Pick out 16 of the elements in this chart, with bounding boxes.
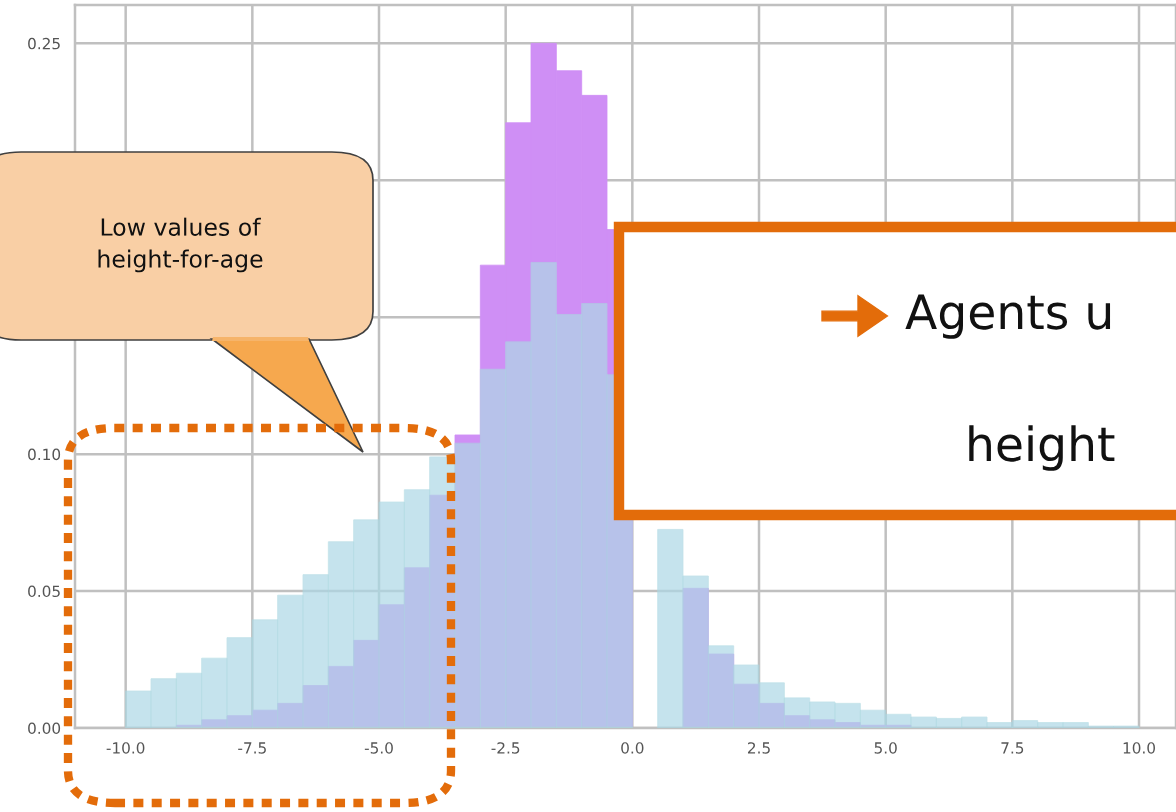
- annotation: Agents u: [905, 294, 1111, 339]
- x-tick-label: -2.5: [491, 742, 520, 754]
- y-tick-label: 0.25: [28, 37, 60, 50]
- x-tick-label: 0.0: [621, 742, 644, 754]
- y-tick-label: 0.00: [28, 722, 61, 735]
- y-tick-label: 0.10: [28, 448, 61, 461]
- x-tick-label: 2.5: [747, 742, 770, 754]
- y-tick-label: 0.05: [28, 585, 60, 598]
- annotation: height: [969, 425, 1115, 471]
- x-tick-label: -5.0: [364, 742, 393, 754]
- x-tick-label: -10.0: [106, 742, 145, 754]
- x-tick-label: 7.5: [1001, 742, 1024, 754]
- x-tick-label: 10.0: [1123, 742, 1156, 754]
- x-tick-label: 5.0: [874, 742, 897, 754]
- annotation: Low values of height-for-age: [98, 217, 263, 273]
- x-tick-label: -7.5: [238, 742, 266, 754]
